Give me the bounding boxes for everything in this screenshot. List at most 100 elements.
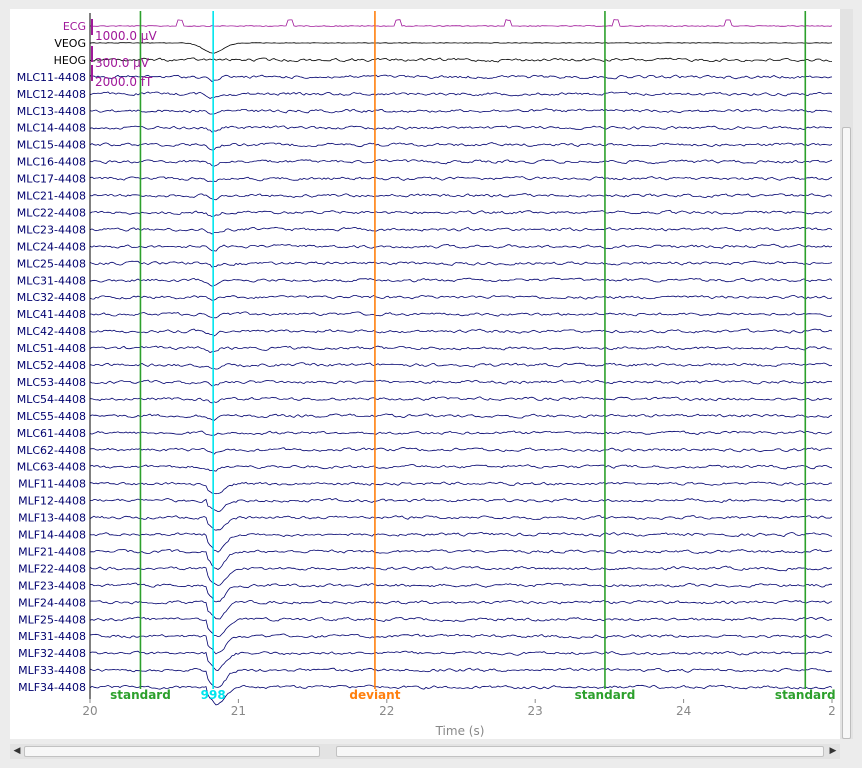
channel-traces[interactable] [89,19,833,706]
channel-label[interactable]: MLC17-4408 [17,173,86,186]
traces-canvas[interactable]: ECG VEOG HEOG MLC11-4408 MLC12-4408 MLC13-440… [10,9,840,739]
channel-trace[interactable] [89,243,833,252]
channel-trace[interactable] [89,497,833,513]
channel-trace[interactable] [89,515,833,531]
channel-label[interactable]: MLF23-4408 [18,579,86,592]
channel-trace[interactable] [89,277,833,287]
vertical-scrollbar-thumb[interactable] [842,127,851,739]
channel-label[interactable]: MLF34-4408 [18,681,86,694]
scroll-left-arrow-icon[interactable]: ◀ [13,746,21,756]
channel-label[interactable]: MLC41-4408 [17,308,86,321]
channel-label[interactable]: MLF22-4408 [18,562,86,575]
channel-label[interactable]: MLC15-4408 [17,139,86,152]
channel-trace[interactable] [89,430,833,436]
channel-trace[interactable] [89,142,833,151]
channel-label[interactable]: MLC21-4408 [17,190,86,203]
channel-trace[interactable] [89,650,833,671]
channel-trace[interactable] [89,413,833,421]
channel-label[interactable]: VEOG [54,37,86,50]
channel-label[interactable]: MLC24-4408 [17,240,86,253]
channel-label[interactable]: MLC23-4408 [17,223,86,236]
channel-trace[interactable] [89,396,833,404]
channel-label[interactable]: MLF21-4408 [18,545,86,558]
channel-label[interactable]: MLC53-4408 [17,376,86,389]
channel-label[interactable]: MLF32-4408 [18,647,86,660]
channel-trace[interactable] [89,108,833,115]
channel-trace[interactable] [89,362,833,370]
x-tick-label: 22 [379,704,394,718]
channel-trace[interactable] [89,91,833,99]
event-markers: standard 998 deviant standard standard [110,11,836,702]
channel-label[interactable]: MLC14-4408 [17,122,86,135]
channel-trace[interactable] [89,209,833,218]
channel-label[interactable]: MLF31-4408 [18,630,86,643]
channel-label[interactable]: MLF13-4408 [18,512,86,525]
channel-trace[interactable] [89,260,833,268]
channel-trace[interactable] [89,125,833,133]
scroll-right-arrow-icon[interactable]: ▶ [829,746,837,756]
channel-label[interactable]: MLC55-4408 [17,410,86,423]
channel-trace[interactable] [89,294,833,301]
channel-label[interactable]: MLF11-4408 [18,478,86,491]
x-axis-ticks: 20 21 22 23 24 2 [82,699,836,718]
channel-trace[interactable] [89,532,833,553]
channel-trace[interactable] [89,667,833,688]
channel-trace[interactable] [89,379,833,387]
channel-trace[interactable] [89,345,833,353]
channel-label[interactable]: MLF24-4408 [18,596,86,609]
channel-label[interactable]: MLC25-4408 [17,257,86,270]
horizontal-scrollbar[interactable]: ◀ ▶ [10,744,840,759]
scale-bar-label: 2000.0 fT [95,75,153,89]
channel-label[interactable]: MLC32-4408 [17,291,86,304]
channel-label[interactable]: MLC11-4408 [17,71,86,84]
channel-trace[interactable] [89,176,833,183]
channel-label[interactable]: MLF12-4408 [18,495,86,508]
channel-labels: ECG VEOG HEOG MLC11-4408 MLC12-4408 MLC13-440… [17,20,86,694]
channel-trace[interactable] [89,481,833,495]
channel-label[interactable]: MLF33-4408 [18,664,86,677]
channel-trace[interactable] [89,582,833,603]
channel-label[interactable]: MLC52-4408 [17,359,86,372]
channel-trace[interactable] [89,548,833,570]
vertical-scrollbar[interactable] [840,9,853,739]
channel-trace[interactable] [89,447,833,455]
channel-trace[interactable] [89,464,833,472]
x-tick-label: 21 [231,704,246,718]
channel-label[interactable]: HEOG [54,54,86,67]
channel-trace[interactable] [89,328,833,337]
channel-label[interactable]: MLC22-4408 [17,206,86,219]
channel-label[interactable]: MLC63-4408 [17,461,86,474]
channel-trace[interactable] [89,193,833,201]
channel-label[interactable]: MLC61-4408 [17,427,86,440]
channel-label[interactable]: MLC62-4408 [17,444,86,457]
channel-label[interactable]: MLC12-4408 [17,88,86,101]
channel-trace[interactable] [89,19,833,27]
channel-trace[interactable] [89,684,833,706]
channel-label[interactable]: MLF25-4408 [18,613,86,626]
event-label: standard [775,688,836,702]
channel-label[interactable]: MLC13-4408 [17,105,86,118]
channel-trace[interactable] [89,57,833,63]
channel-trace[interactable] [89,226,833,235]
channel-label[interactable]: ECG [63,20,86,33]
channel-label[interactable]: MLC54-4408 [17,393,86,406]
x-tick-label: 23 [528,704,543,718]
channel-label[interactable]: MLC42-4408 [17,325,86,338]
channel-label[interactable]: MLC31-4408 [17,274,86,287]
channel-trace[interactable] [89,599,833,620]
channel-trace[interactable] [89,42,833,54]
event-label: standard [110,688,171,702]
channel-trace[interactable] [89,74,833,83]
horizontal-scrollbar-track-left[interactable] [24,746,320,757]
channel-label[interactable]: MLF14-4408 [18,529,86,542]
channel-label[interactable]: MLC16-4408 [17,156,86,169]
channel-trace[interactable] [89,565,833,586]
horizontal-scrollbar-thumb[interactable] [336,746,824,757]
channel-label[interactable]: MLC51-4408 [17,342,86,355]
channel-trace[interactable] [89,159,833,167]
channel-trace[interactable] [89,616,833,638]
event-label: deviant [349,688,400,702]
channel-trace[interactable] [89,311,833,319]
raw-data-plot[interactable]: ECG VEOG HEOG MLC11-4408 MLC12-4408 MLC13-440… [10,9,840,739]
channel-trace[interactable] [89,633,833,655]
